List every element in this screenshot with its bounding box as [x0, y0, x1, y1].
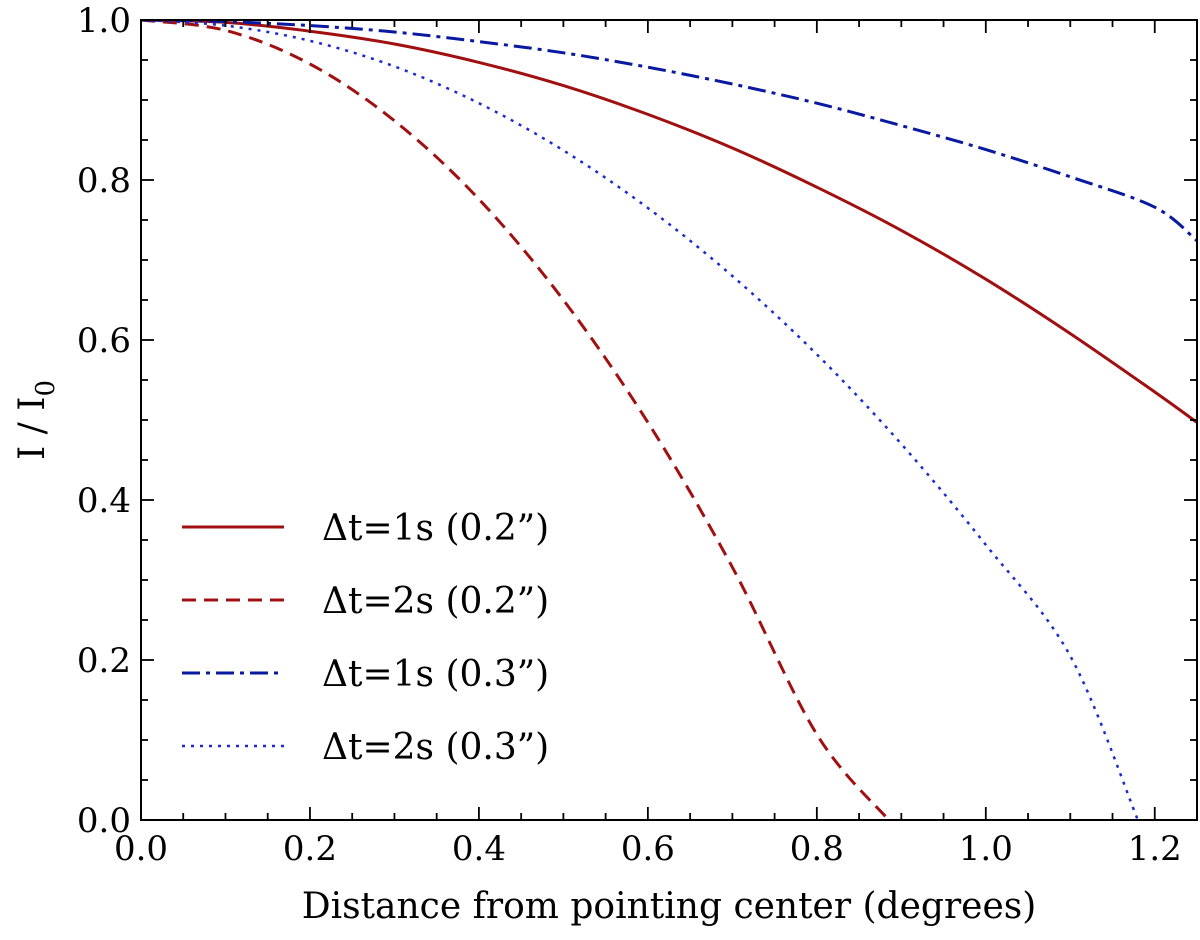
x-tick-label: 1.0 — [959, 829, 1013, 869]
x-tick-label: 0.2 — [283, 829, 337, 869]
series-line-1 — [141, 20, 1197, 424]
y-axis-title: I / I0 — [12, 380, 61, 460]
legend-label-1: Δt=1s (0.2”) — [322, 508, 549, 549]
series-layer — [141, 20, 1197, 820]
legend-entry-2: Δt=2s (0.2”) — [182, 581, 549, 622]
y-tick-label: 0.0 — [77, 801, 131, 841]
x-tick-label: 1.2 — [1128, 829, 1182, 869]
legend-entry-3: Δt=1s (0.3”) — [182, 654, 549, 695]
legend-entry-4: Δt=2s (0.3”) — [182, 727, 549, 768]
legend-entry-1: Δt=1s (0.2”) — [182, 508, 549, 549]
x-tick-label: 0.8 — [790, 829, 844, 869]
x-tick-label: 0.4 — [452, 829, 506, 869]
y-axis-title-main: I / I — [12, 397, 53, 460]
y-tick-label: 0.8 — [77, 161, 131, 201]
x-tick-label: 0.0 — [114, 829, 168, 869]
y-tick-label: 1.0 — [77, 1, 131, 41]
series-line-2 — [141, 20, 890, 820]
y-tick-label: 0.6 — [77, 321, 131, 361]
ticks-layer — [140, 19, 1197, 821]
y-tick-label: 0.4 — [77, 481, 131, 521]
legend-label-4: Δt=2s (0.3”) — [322, 727, 549, 768]
x-axis-title: Distance from pointing center (degrees) — [302, 886, 1037, 927]
y-tick-label: 0.2 — [77, 641, 131, 681]
legend: Δt=1s (0.2”) Δt=2s (0.2”) Δt=1s (0.3”) Δ… — [182, 508, 549, 768]
x-tick-label: 0.6 — [621, 829, 675, 869]
y-axis-title-subscript: 0 — [31, 380, 61, 397]
series-line-4 — [141, 20, 1140, 820]
tick-labels: 0.0 0.2 0.4 0.6 0.8 1.0 1.2 0.0 0.2 0.4 0.6 0.8 1.0 — [77, 1, 1182, 869]
legend-label-3: Δt=1s (0.3”) — [322, 654, 549, 695]
plot-frame — [140, 19, 1198, 821]
series-line-3 — [141, 20, 1197, 242]
legend-label-2: Δt=2s (0.2”) — [322, 581, 549, 622]
